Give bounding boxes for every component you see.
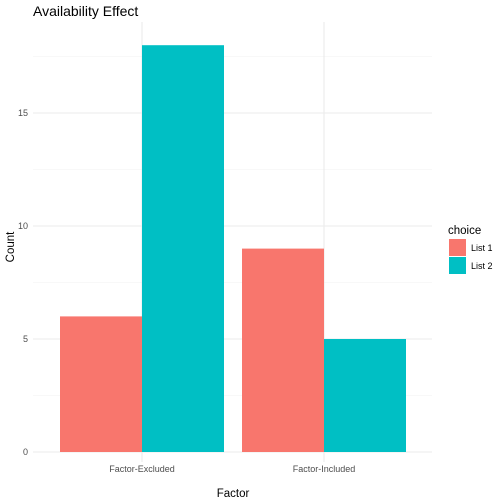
chart-title: Availability Effect (33, 3, 138, 19)
y-axis-ticks: 0 5 10 15 (18, 108, 28, 457)
x-tick-label: Factor-Included (293, 464, 356, 474)
bar-factor-excluded-list-1 (60, 316, 142, 452)
legend-label-list-1: List 1 (471, 243, 493, 253)
legend-swatch-list-1 (449, 239, 466, 256)
bar-factor-included-list-1 (242, 248, 324, 452)
x-tick-label: Factor-Excluded (109, 464, 175, 474)
x-axis-title: Factor (217, 488, 250, 500)
bar-factor-excluded-list-2 (142, 45, 224, 452)
y-tick-label: 5 (23, 334, 28, 344)
legend-label-list-2: List 2 (471, 261, 493, 271)
bars (60, 45, 406, 452)
bar-factor-included-list-2 (324, 339, 406, 452)
legend-title: choice (448, 225, 481, 237)
y-tick-label: 10 (18, 221, 28, 231)
legend-swatch-list-2 (449, 257, 466, 274)
y-axis-title: Count (5, 231, 17, 262)
y-tick-label: 0 (23, 447, 28, 457)
x-axis-ticks: Factor-Excluded Factor-Included (109, 464, 355, 474)
legend: choice List 1 List 2 (448, 225, 493, 274)
y-tick-label: 15 (18, 108, 28, 118)
